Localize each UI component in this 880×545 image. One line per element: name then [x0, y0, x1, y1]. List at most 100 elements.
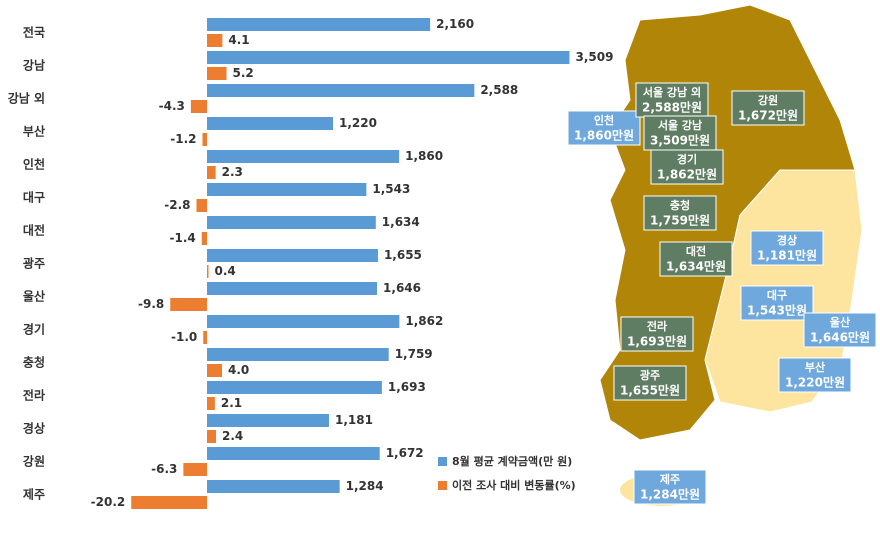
value-label: 4.1	[228, 33, 249, 47]
map-label-name: 충청	[670, 198, 690, 212]
map-label-box	[740, 285, 814, 321]
map-label-value: 1,672만원	[738, 108, 798, 123]
map-label-box	[633, 469, 707, 505]
category-label: 강남	[23, 58, 45, 73]
map-label-value: 1,646만원	[810, 330, 870, 345]
map-label-value: 1,693만원	[627, 334, 687, 349]
bar	[207, 216, 376, 229]
value-label: 1,672	[386, 446, 424, 460]
bar	[207, 117, 334, 130]
bar	[207, 249, 378, 262]
bar	[207, 265, 209, 278]
value-label: 1,646	[383, 281, 421, 295]
bar	[207, 34, 223, 47]
map-label-value: 3,509만원	[650, 133, 710, 148]
value-label: 2.3	[222, 165, 243, 179]
map-label-value: 1,655만원	[620, 383, 680, 398]
map-label-name: 서울 강남 외	[643, 85, 701, 99]
bar	[190, 100, 207, 113]
category-label: 전국	[23, 25, 45, 40]
bar	[207, 414, 329, 427]
bar	[207, 67, 227, 80]
bar	[207, 166, 216, 179]
bar	[207, 348, 389, 361]
map-label-name: 서울 강남	[658, 118, 702, 132]
value-label: -1.2	[170, 132, 196, 146]
map-label-box	[635, 82, 709, 118]
value-label: 1,860	[405, 149, 443, 163]
map-label-name: 제주	[660, 472, 680, 486]
value-label: 1,655	[384, 248, 422, 262]
bar	[131, 496, 207, 509]
map-label-box	[778, 357, 852, 393]
value-label: 4.0	[228, 363, 249, 377]
value-label: 5.2	[233, 66, 254, 80]
value-label: 1,634	[382, 215, 420, 229]
bar	[202, 133, 207, 146]
bar	[201, 232, 207, 245]
value-label: -6.3	[151, 462, 177, 476]
value-label: 1,181	[335, 413, 373, 427]
category-label: 대구	[23, 191, 45, 205]
bar	[207, 397, 215, 410]
map-label-box	[731, 90, 805, 126]
value-label: 3,509	[575, 50, 613, 64]
bar	[207, 18, 431, 31]
value-label: 0.4	[215, 264, 236, 278]
value-label: 1,220	[339, 116, 377, 130]
map-label-box	[620, 316, 694, 352]
category-label: 광주	[23, 256, 45, 271]
map-label-value: 1,634만원	[666, 259, 726, 274]
category-label: 제주	[23, 488, 45, 502]
value-label: 2,588	[480, 83, 518, 97]
map-label-name: 부산	[805, 360, 825, 374]
category-label: 인천	[23, 157, 45, 172]
value-label: -20.2	[91, 495, 126, 509]
bar	[203, 331, 207, 344]
category-label: 울산	[23, 289, 45, 304]
bar	[207, 447, 380, 460]
bar	[207, 364, 222, 377]
value-label: -1.4	[170, 231, 196, 245]
map-label-name: 경상	[777, 233, 797, 247]
bar	[207, 315, 400, 328]
map-label-value: 1,862만원	[657, 167, 717, 182]
bar	[207, 381, 382, 394]
value-label: 2.1	[221, 396, 242, 410]
value-label: 1,284	[346, 479, 384, 493]
bar	[183, 463, 207, 476]
map-label-name: 전라	[647, 319, 668, 333]
value-label: 2.4	[222, 429, 243, 443]
bar	[196, 199, 207, 212]
bar	[170, 298, 207, 311]
value-label: 1,543	[372, 182, 410, 196]
value-label: 1,862	[405, 314, 443, 328]
map-label-box	[613, 365, 687, 401]
value-label: 2,160	[436, 17, 474, 31]
category-label: 전라	[23, 388, 45, 403]
value-label: -4.3	[159, 99, 185, 113]
map-label-box	[750, 230, 824, 266]
legend-label: 이전 조사 대비 변동률(%)	[452, 478, 576, 492]
bar	[207, 183, 367, 196]
value-label: 1,759	[395, 347, 433, 361]
bar	[207, 430, 216, 443]
bar	[207, 480, 340, 493]
map-label-box	[803, 312, 877, 348]
bar	[207, 150, 400, 163]
map-label-name: 울산	[830, 315, 850, 329]
map-label-box	[650, 149, 724, 185]
map-label-box	[567, 110, 641, 146]
map-label-name: 인천	[594, 113, 614, 127]
bar	[207, 84, 475, 97]
map-label-value: 1,860만원	[574, 128, 634, 143]
map-label-value: 1,284만원	[640, 487, 700, 502]
category-label: 부산	[23, 124, 45, 139]
value-label: -9.8	[138, 297, 164, 311]
map-label-value: 1,181만원	[757, 248, 817, 263]
category-label: 경상	[23, 421, 45, 436]
value-label: -1.0	[171, 330, 197, 344]
map-label-value: 2,588만원	[642, 100, 702, 115]
